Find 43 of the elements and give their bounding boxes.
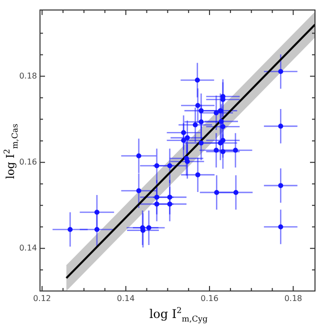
point [94, 226, 100, 232]
x-tick-label: 0.18 [284, 294, 302, 303]
point [195, 103, 200, 108]
y-tick-label: 0.16 [19, 157, 37, 166]
point [233, 190, 238, 195]
point [154, 194, 160, 200]
y-tick-label: 0.14 [19, 243, 37, 252]
x-tick-label: 0.16 [200, 294, 218, 303]
point [198, 140, 204, 146]
point [68, 226, 73, 232]
point [167, 163, 172, 168]
point [214, 190, 220, 195]
point [214, 148, 219, 153]
point [146, 225, 152, 230]
point [184, 135, 190, 140]
point [194, 78, 200, 83]
point [181, 130, 186, 136]
point [136, 188, 142, 194]
point [218, 108, 223, 114]
x-tick-label: 0.14 [116, 294, 135, 303]
point [220, 138, 226, 143]
point [198, 119, 204, 124]
point [192, 122, 198, 128]
point [278, 183, 284, 188]
x-tick-label: 0.12 [33, 294, 51, 303]
point [136, 153, 142, 158]
point [181, 138, 186, 143]
point [198, 108, 204, 114]
point [232, 148, 238, 153]
point [278, 69, 284, 74]
point [167, 202, 172, 207]
point [278, 224, 284, 230]
point [154, 163, 160, 168]
point [218, 118, 224, 124]
point [214, 110, 219, 116]
point [195, 172, 200, 178]
point [278, 124, 284, 129]
point [167, 194, 172, 200]
point [94, 210, 100, 215]
point [220, 149, 226, 154]
y-tick-label: 0.18 [19, 71, 37, 80]
point [220, 124, 226, 130]
point [154, 202, 160, 207]
